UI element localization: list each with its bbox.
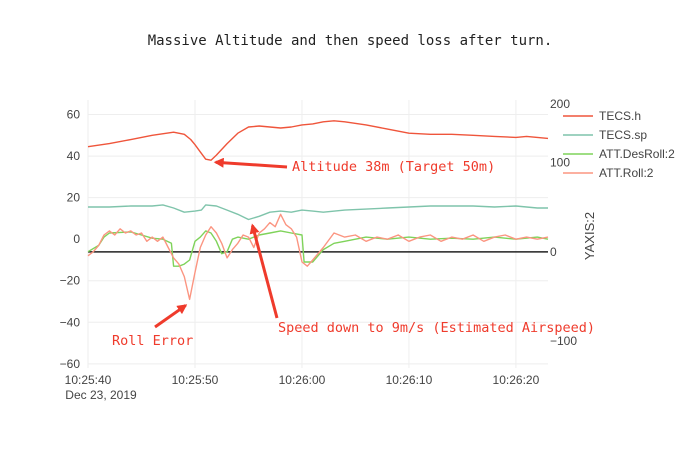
- x-tick-label: 10:26:10: [386, 373, 433, 387]
- annotation-arrow-roll-error: [154, 304, 188, 329]
- y2-axis: 200 100 0 −100: [550, 97, 577, 348]
- x-date-label: Dec 23, 2019: [65, 388, 137, 402]
- y-tick-label: −40: [60, 315, 81, 329]
- legend-item[interactable]: TECS.sp: [563, 128, 647, 142]
- series-layer: [87, 120, 549, 301]
- y-tick-label: −60: [60, 357, 81, 371]
- legend-label: TECS.h: [599, 109, 641, 123]
- legend-label: ATT.Roll:2: [599, 166, 654, 180]
- annotation-speed: Speed down to 9m/s (Estimated Airspeed): [278, 320, 595, 336]
- series-line-tecs-sp: [88, 204, 548, 221]
- x-axis: 10:25:40 10:25:50 10:26:00 10:26:10 10:26:20: [65, 373, 540, 387]
- x-tick-label: 10:26:20: [493, 373, 540, 387]
- legend-item[interactable]: TECS.h: [563, 109, 641, 123]
- y-tick-label: −20: [60, 274, 81, 288]
- legend-label: ATT.DesRoll:2: [599, 147, 675, 161]
- legend-item[interactable]: ATT.DesRoll:2: [563, 147, 675, 161]
- y-tick-label: 0: [73, 232, 80, 246]
- legend-item[interactable]: ATT.Roll:2: [563, 166, 654, 180]
- y2-axis-label: YAXIS:2: [582, 212, 597, 260]
- y2-tick-label: 200: [550, 97, 570, 111]
- x-tick-label: 10:26:00: [279, 373, 326, 387]
- legend[interactable]: TECS.h TECS.sp ATT.DesRoll:2 ATT.Roll:2: [563, 109, 675, 180]
- y-tick-label: 60: [67, 108, 81, 122]
- annotation-roll-error: Roll Error: [112, 333, 193, 349]
- series-line-att-desroll-2: [87, 230, 549, 267]
- legend-label: TECS.sp: [599, 128, 647, 142]
- grid: [87, 100, 548, 368]
- annotations: Altitude 38m (Target 50m) Speed down to 9…: [112, 157, 595, 349]
- x-tick-label: 10:25:40: [65, 373, 112, 387]
- annotation-arrow-altitude: [213, 157, 288, 169]
- y-tick-label: 20: [67, 191, 81, 205]
- y-tick-label: 40: [67, 149, 81, 163]
- y2-tick-label: 100: [550, 156, 570, 170]
- y2-tick-label: 0: [550, 245, 557, 259]
- series-line-tecs-h: [87, 120, 549, 161]
- x-tick-label: 10:25:50: [172, 373, 219, 387]
- chart-title: Massive Altitude and then speed loss aft…: [148, 33, 553, 49]
- y-axis: 60 40 20 0 −20 −40 −60: [60, 108, 81, 371]
- y2-tick-label: −100: [550, 334, 577, 348]
- annotation-altitude: Altitude 38m (Target 50m): [292, 159, 495, 175]
- series-line-att-roll-2: [87, 213, 549, 301]
- annotation-arrow-speed: [249, 223, 279, 319]
